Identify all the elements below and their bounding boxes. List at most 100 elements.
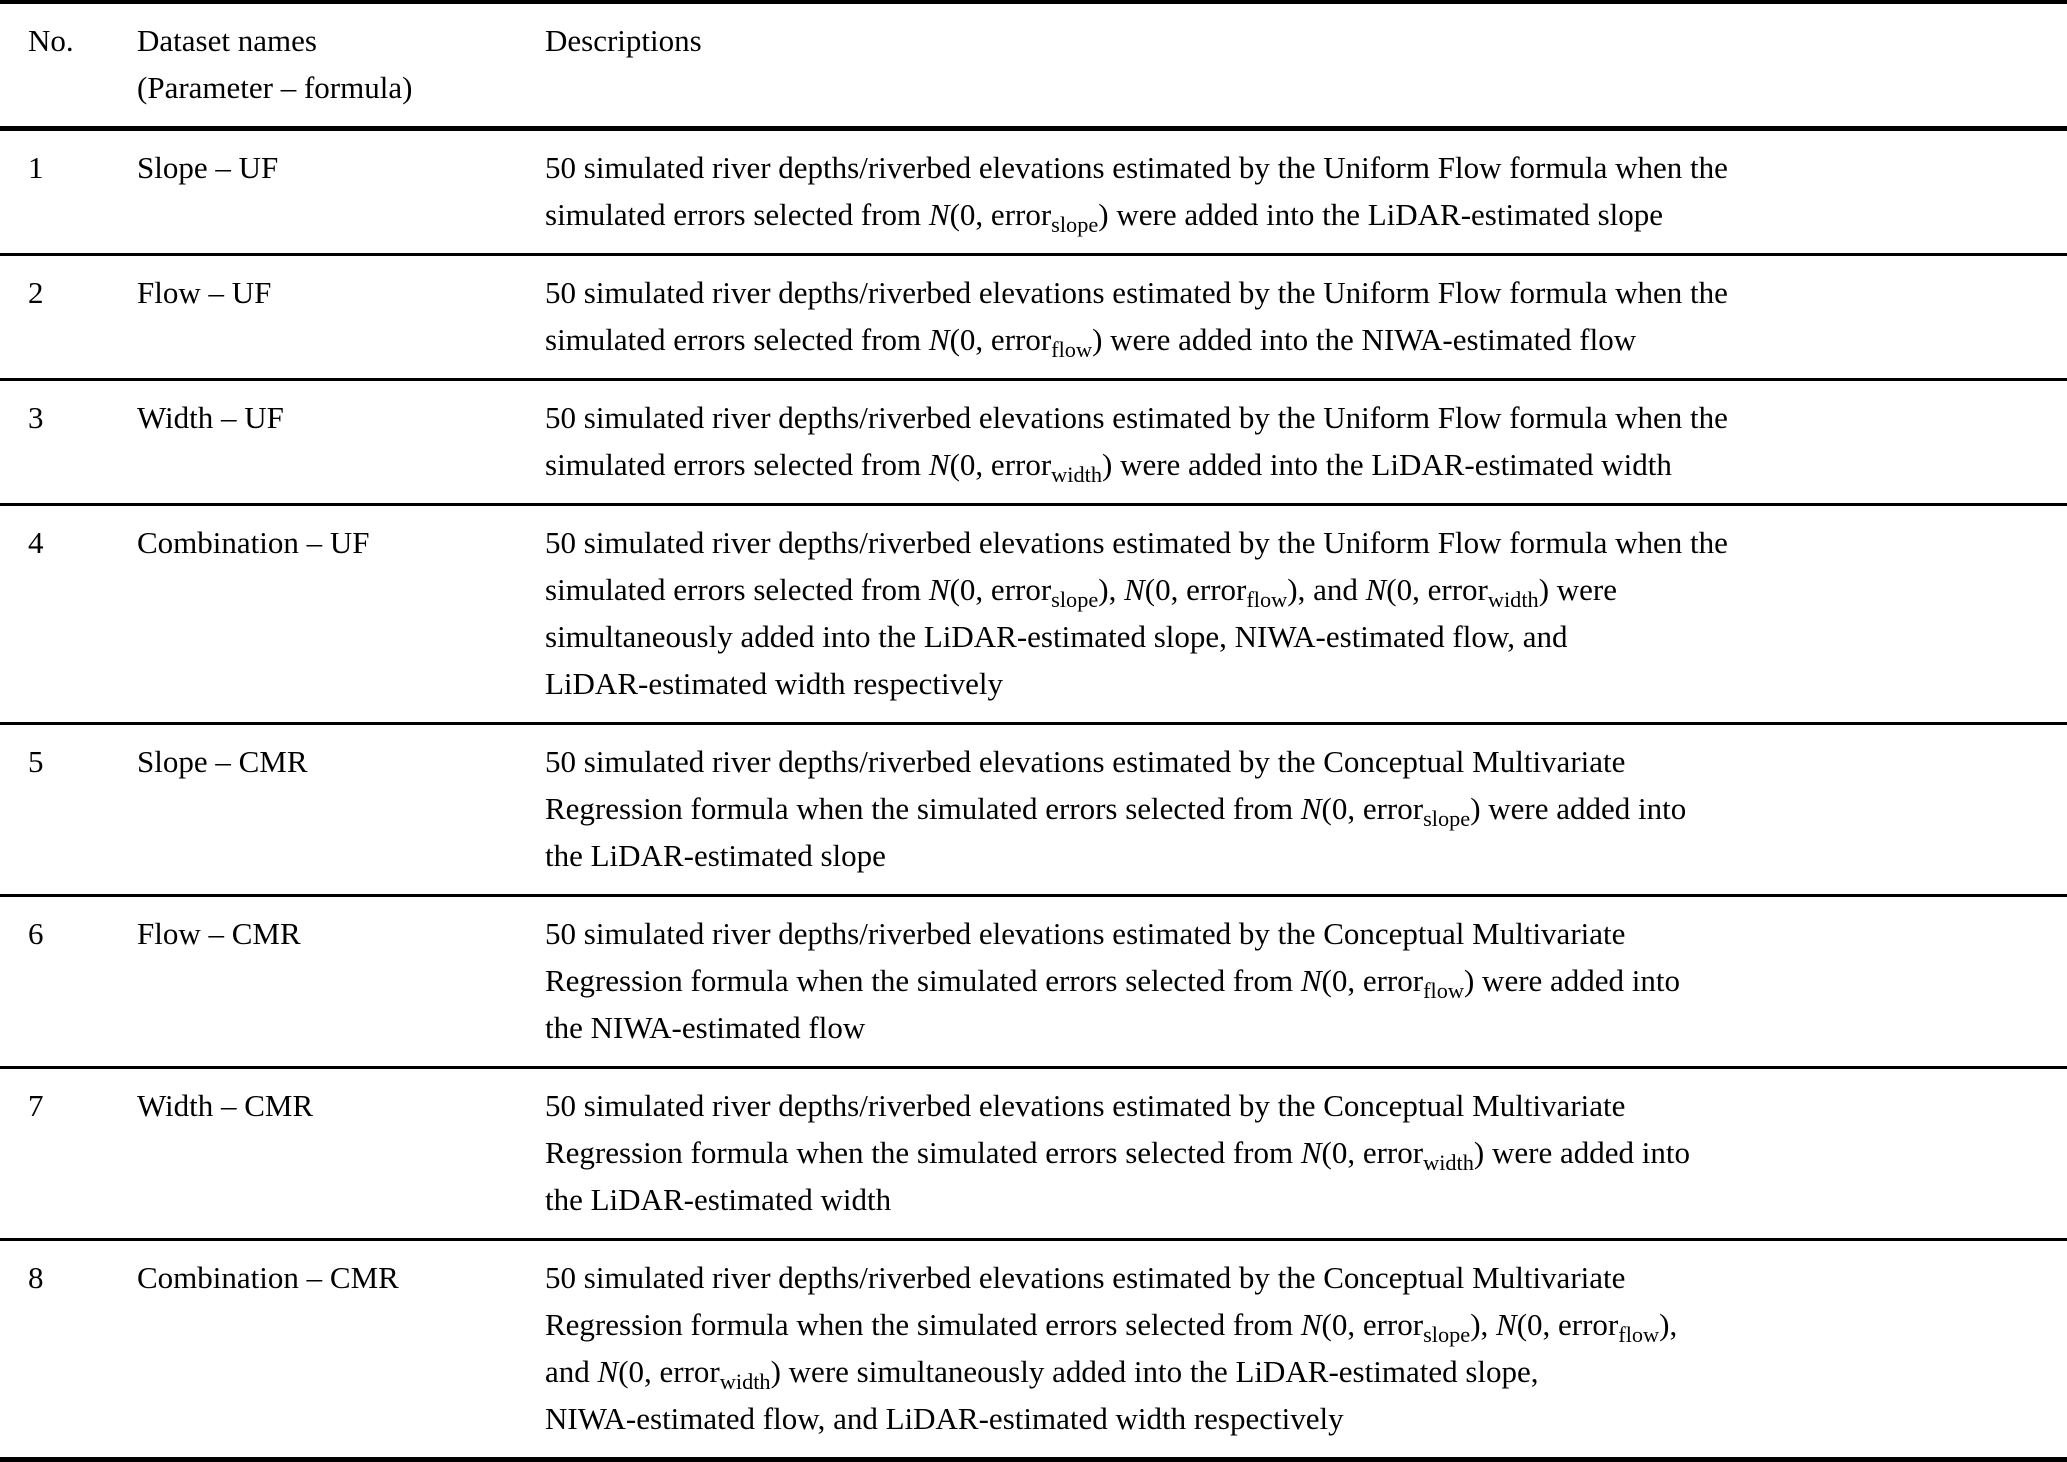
header-dataset-names-line2: (Parameter – formula): [137, 70, 413, 105]
description-cell: 50 simulated river depths/riverbed eleva…: [545, 724, 2067, 896]
description-text: ),: [1659, 1307, 1678, 1342]
table-row: 8 Combination – CMR 50 simulated river dep…: [0, 1240, 2067, 1460]
subscript: width: [1487, 587, 1539, 613]
dataset-name-cell: Slope – UF: [137, 150, 279, 185]
row-number-cell: 5: [28, 744, 44, 779]
table-row: 2 Flow – UF 50 simulated river depths/rive…: [0, 255, 2067, 380]
dataset-name-cell: Flow – UF: [137, 275, 272, 310]
description-text: (0, error: [949, 322, 1052, 357]
italic-variable: N: [1124, 572, 1145, 607]
dataset-name-cell: Flow – CMR: [137, 916, 301, 951]
description-line: 50 simulated river depths/riverbed eleva…: [545, 144, 2045, 191]
description-text: the LiDAR-estimated width: [545, 1182, 892, 1217]
description-text: simulated errors selected from: [545, 447, 929, 482]
description-cell: 50 simulated river depths/riverbed eleva…: [545, 129, 2067, 255]
description-text: ) were added into: [1473, 1135, 1690, 1170]
dataset-name-cell: Width – CMR: [137, 1088, 314, 1123]
description-text: 50 simulated river depths/riverbed eleva…: [545, 525, 1728, 560]
table-row: 7 Width – CMR 50 simulated river depths/ri…: [0, 1068, 2067, 1240]
description-line: 50 simulated river depths/riverbed eleva…: [545, 910, 2045, 957]
description-text: simultaneously added into the LiDAR-esti…: [545, 619, 1568, 654]
description-line: the LiDAR-estimated slope: [545, 832, 2045, 879]
description-text: simulated errors selected from: [545, 322, 929, 357]
italic-variable: N: [1496, 1307, 1517, 1342]
description-line: 50 simulated river depths/riverbed eleva…: [545, 269, 2045, 316]
description-text: (0, error: [1321, 1135, 1424, 1170]
table-header: No. Dataset names (Parameter – formula) …: [0, 2, 2067, 129]
italic-variable: N: [1300, 1135, 1322, 1170]
description-line: Regression formula when the simulated er…: [545, 1129, 2045, 1176]
dataset-name-cell: Width – UF: [137, 400, 284, 435]
dataset-name-cell: Combination – CMR: [137, 1260, 399, 1295]
description-text: 50 simulated river depths/riverbed eleva…: [545, 400, 1728, 435]
description-text: ),: [1470, 1307, 1497, 1342]
description-cell: 50 simulated river depths/riverbed eleva…: [545, 1068, 2067, 1240]
subscript: width: [1423, 1150, 1474, 1176]
description-line: simultaneously added into the LiDAR-esti…: [545, 613, 2045, 660]
description-text: LiDAR-estimated width respectively: [545, 666, 1003, 701]
description-line: 50 simulated river depths/riverbed eleva…: [545, 1082, 2045, 1129]
row-number-cell: 7: [28, 1088, 44, 1123]
italic-variable: N: [597, 1354, 619, 1389]
description-line: 50 simulated river depths/riverbed eleva…: [545, 1254, 2045, 1301]
description-text: Regression formula when the simulated er…: [545, 1135, 1301, 1170]
description-line: Regression formula when the simulated er…: [545, 1301, 2045, 1348]
description-line: simulated errors selected from N(0, erro…: [545, 316, 2045, 363]
subscript: width: [1051, 462, 1102, 488]
italic-variable: N: [1300, 1307, 1322, 1342]
subscript: flow: [1618, 1322, 1660, 1348]
italic-variable: N: [1300, 791, 1322, 826]
description-text: Regression formula when the simulated er…: [545, 791, 1301, 826]
description-text: (0, error: [1516, 1307, 1619, 1342]
header-row: No. Dataset names (Parameter – formula) …: [0, 2, 2067, 129]
description-text: Regression formula when the simulated er…: [545, 963, 1301, 998]
description-text: (0, error: [949, 197, 1052, 232]
italic-variable: N: [928, 447, 950, 482]
description-line: the NIWA-estimated flow: [545, 1004, 2045, 1051]
description-text: 50 simulated river depths/riverbed eleva…: [545, 916, 1626, 951]
italic-variable: N: [1365, 572, 1387, 607]
description-text: (0, error: [1321, 791, 1424, 826]
description-text: ) were added into the NIWA-estimated flo…: [1092, 322, 1637, 357]
row-number-cell: 2: [28, 275, 44, 310]
description-text: (0, error: [1321, 963, 1424, 998]
header-dataset-names-line1: Dataset names: [137, 23, 317, 58]
description-text: (0, error: [949, 447, 1052, 482]
description-text: ),: [1098, 572, 1125, 607]
description-text: ), and: [1287, 572, 1366, 607]
description-text: (0, error: [1144, 572, 1247, 607]
row-number-cell: 8: [28, 1260, 44, 1295]
italic-variable: N: [928, 572, 950, 607]
subscript: flow: [1246, 587, 1288, 613]
description-text: (0, error: [1386, 572, 1488, 607]
description-line: simulated errors selected from N(0, erro…: [545, 566, 2045, 613]
header-descriptions: Descriptions: [545, 23, 702, 58]
description-line: and N(0, errorwidth) were simultaneously…: [545, 1348, 2045, 1395]
description-cell: 50 simulated river depths/riverbed eleva…: [545, 1240, 2067, 1460]
description-text: simulated errors selected from: [545, 572, 929, 607]
description-text: ) were simultaneously added into the LiD…: [770, 1354, 1539, 1389]
table-row: 3 Width – UF 50 simulated river depths/riv…: [0, 380, 2067, 505]
description-line: Regression formula when the simulated er…: [545, 957, 2045, 1004]
row-number-cell: 4: [28, 525, 44, 560]
row-number-cell: 3: [28, 400, 44, 435]
description-line: 50 simulated river depths/riverbed eleva…: [545, 394, 2045, 441]
table-row: 1 Slope – UF 50 simulated river depths/riv…: [0, 129, 2067, 255]
subscript: slope: [1051, 212, 1099, 238]
italic-variable: N: [928, 322, 950, 357]
description-line: NIWA-estimated flow, and LiDAR-estimated…: [545, 1395, 2045, 1442]
row-number-cell: 1: [28, 150, 44, 185]
description-line: simulated errors selected from N(0, erro…: [545, 191, 2045, 238]
description-text: NIWA-estimated flow, and LiDAR-estimated…: [545, 1401, 1344, 1436]
dataset-name-cell: Slope – CMR: [137, 744, 308, 779]
description-text: ) were added into: [1463, 963, 1681, 998]
italic-variable: N: [928, 197, 950, 232]
description-text: and: [545, 1354, 598, 1389]
description-text: simulated errors selected from: [545, 197, 929, 232]
description-cell: 50 simulated river depths/riverbed eleva…: [545, 380, 2067, 505]
subscript: slope: [1423, 806, 1471, 832]
row-number-cell: 6: [28, 916, 44, 951]
description-text: (0, error: [618, 1354, 720, 1389]
description-text: (0, error: [949, 572, 1052, 607]
